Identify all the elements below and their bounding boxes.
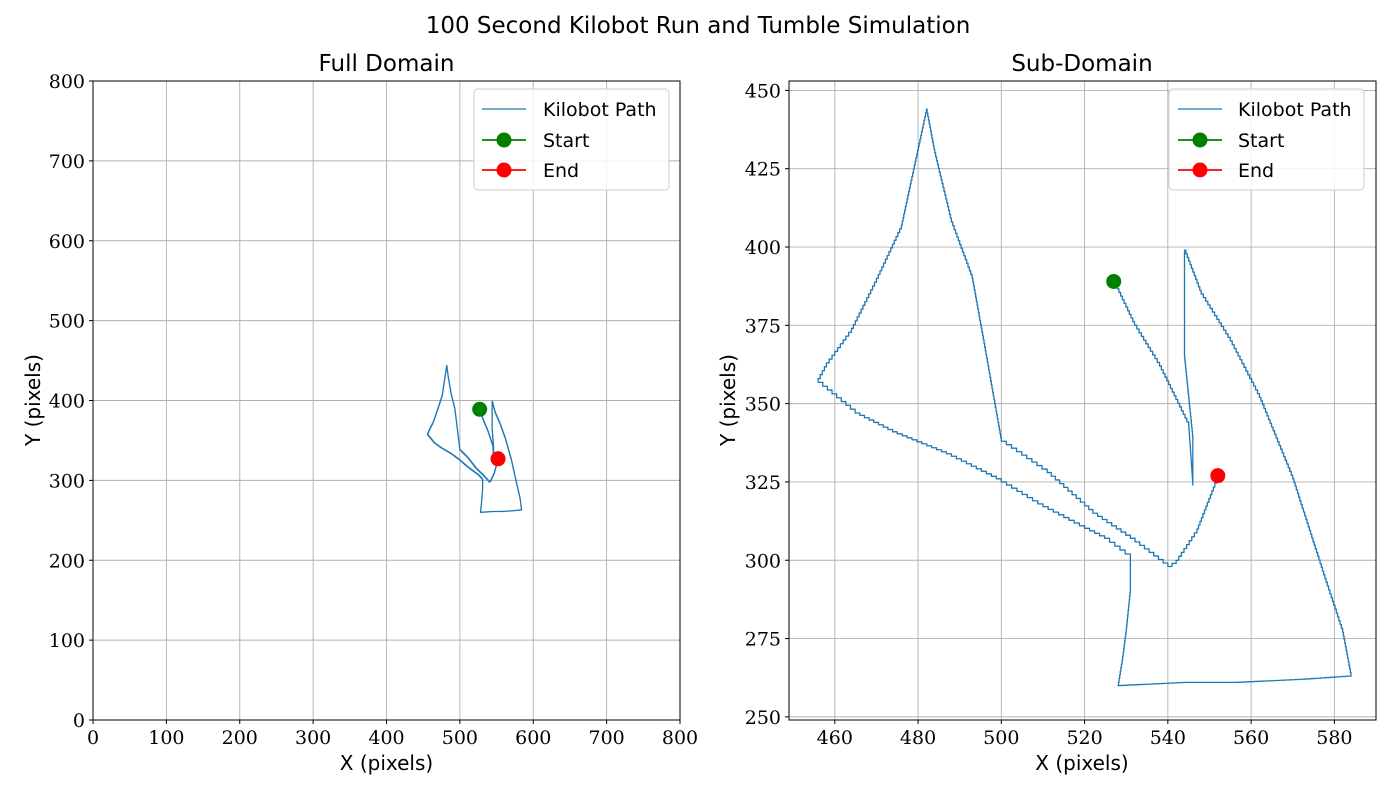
kilobot-path-line <box>817 108 1352 687</box>
y-tick-label: 450 <box>745 80 781 102</box>
x-tick-label: 540 <box>1150 727 1186 749</box>
x-tick-label: 500 <box>442 727 478 749</box>
legend-end-label: End <box>543 160 579 182</box>
y-tick-label: 600 <box>49 231 85 253</box>
y-tick-label: 700 <box>49 151 85 173</box>
full-domain-ytick-labels: 0 100 200 300 400 500 600 700 800 <box>49 71 93 732</box>
x-tick-label: 520 <box>1066 727 1102 749</box>
sub-domain-panel: Sub-Domain 460 480 500 520 540 560 580 250 275 3… <box>716 51 1377 775</box>
legend-start-marker <box>1192 132 1208 148</box>
x-tick-label: 480 <box>900 727 936 749</box>
x-tick-label: 700 <box>588 727 624 749</box>
legend-end-label: End <box>1238 160 1274 182</box>
figure-suptitle: 100 Second Kilobot Run and Tumble Simula… <box>426 13 971 39</box>
full-domain-ylabel: Y (pixels) <box>21 354 45 447</box>
sub-domain-grid <box>789 81 1376 720</box>
legend-box <box>473 88 670 191</box>
y-tick-label: 275 <box>745 629 781 651</box>
y-tick-label: 0 <box>73 710 85 732</box>
x-tick-label: 600 <box>515 727 551 749</box>
sub-domain-xlabel: X (pixels) <box>1035 751 1128 775</box>
legend-path-label: Kilobot Path <box>543 99 657 121</box>
legend-path-label: Kilobot Path <box>1238 99 1352 121</box>
y-tick-label: 400 <box>49 391 85 413</box>
y-tick-label: 100 <box>49 630 85 652</box>
start-marker <box>1106 273 1122 289</box>
x-tick-label: 580 <box>1316 727 1352 749</box>
end-marker <box>490 451 506 467</box>
x-tick-label: 500 <box>983 727 1019 749</box>
legend-end-marker <box>496 162 512 178</box>
legend-box <box>1168 88 1365 191</box>
y-tick-label: 500 <box>49 311 85 333</box>
sub-domain-title: Sub-Domain <box>1011 51 1152 77</box>
sub-domain-ylabel: Y (pixels) <box>716 354 740 447</box>
x-tick-label: 100 <box>148 727 184 749</box>
x-tick-label: 460 <box>817 727 853 749</box>
sub-domain-path-layer <box>817 108 1352 687</box>
full-domain-title: Full Domain <box>319 51 455 77</box>
sub-domain-ytick-labels: 250 275 300 325 350 375 400 425 450 <box>745 80 789 729</box>
y-tick-label: 375 <box>745 315 781 337</box>
full-domain-panel: Full Domain 0 100 200 300 400 500 600 700 800 0 1… <box>21 51 698 775</box>
end-marker <box>1210 468 1226 484</box>
x-tick-label: 400 <box>368 727 404 749</box>
y-tick-label: 425 <box>745 159 781 181</box>
x-tick-label: 0 <box>87 727 99 749</box>
sub-domain-marker-layer <box>1106 273 1226 484</box>
y-tick-label: 350 <box>745 394 781 416</box>
x-tick-label: 560 <box>1233 727 1269 749</box>
full-domain-legend: Kilobot Path Start End <box>473 88 670 191</box>
full-domain-xtick-labels: 0 100 200 300 400 500 600 700 800 <box>87 720 698 749</box>
x-tick-label: 300 <box>295 727 331 749</box>
y-tick-label: 300 <box>49 470 85 492</box>
legend-end-marker <box>1192 162 1208 178</box>
sub-domain-xtick-labels: 460 480 500 520 540 560 580 <box>817 720 1353 749</box>
sub-domain-legend: Kilobot Path Start End <box>1168 88 1365 191</box>
y-tick-label: 325 <box>745 472 781 494</box>
legend-start-label: Start <box>543 130 589 152</box>
y-tick-label: 250 <box>745 707 781 729</box>
sub-domain-axes-frame <box>788 80 1377 721</box>
legend-start-label: Start <box>1238 130 1284 152</box>
full-domain-marker-layer <box>472 401 506 467</box>
full-domain-xlabel: X (pixels) <box>340 751 433 775</box>
y-tick-label: 400 <box>745 237 781 259</box>
y-tick-label: 200 <box>49 550 85 572</box>
full-domain-path-layer <box>426 364 523 513</box>
x-tick-label: 200 <box>222 727 258 749</box>
kilobot-path-line <box>426 364 523 513</box>
y-tick-label: 300 <box>745 550 781 572</box>
start-marker <box>472 401 488 417</box>
y-tick-label: 800 <box>49 71 85 93</box>
x-tick-label: 800 <box>662 727 698 749</box>
legend-start-marker <box>496 132 512 148</box>
